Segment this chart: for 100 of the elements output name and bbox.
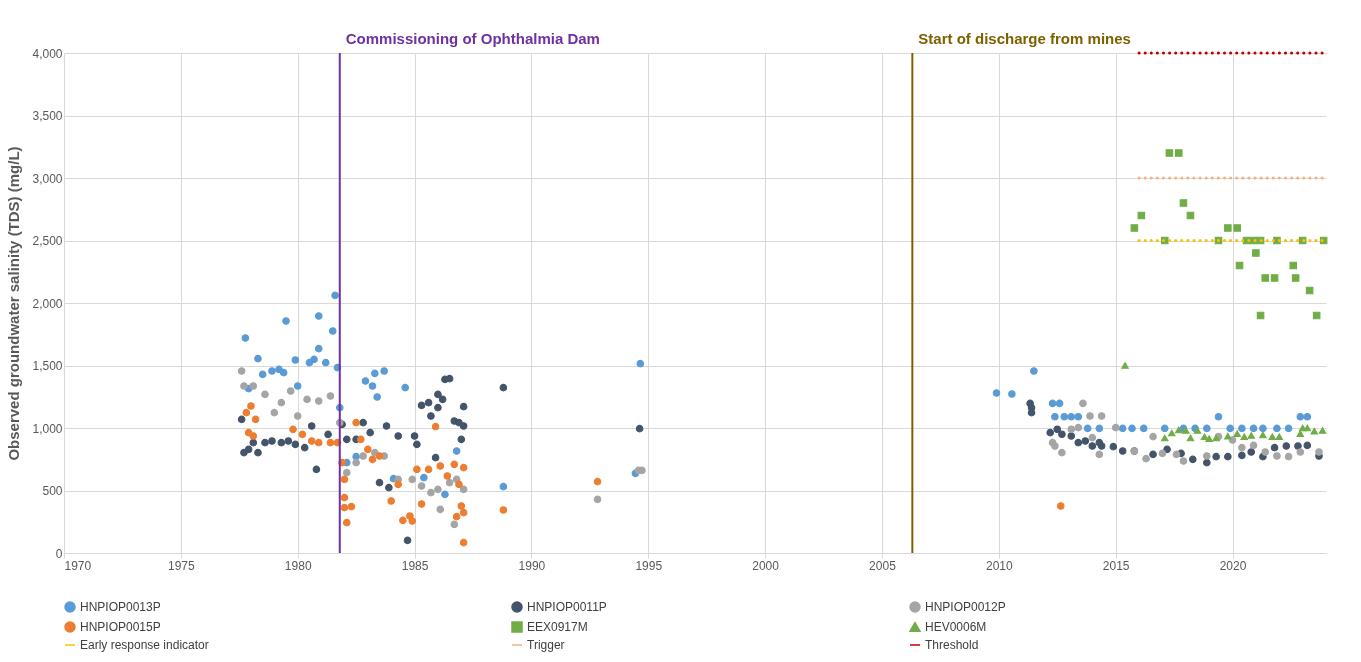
point (326, 438, 335, 447)
point (1224, 432, 1232, 440)
point (406, 512, 414, 520)
point (1121, 362, 1129, 369)
point (1275, 433, 1284, 441)
y-tick-label: 0 (55, 546, 63, 561)
ref-line-label: Start of discharge from mines (918, 30, 1131, 47)
point (1051, 442, 1059, 450)
point (251, 415, 260, 424)
point (1174, 149, 1183, 157)
point (1130, 224, 1139, 232)
y-tick-label: 1,500 (32, 359, 63, 373)
point (1179, 199, 1188, 207)
point (1167, 429, 1176, 437)
point (375, 452, 384, 460)
point (1149, 432, 1157, 441)
point (357, 435, 365, 444)
point (1174, 426, 1183, 434)
point (1088, 433, 1097, 442)
point (1270, 274, 1279, 282)
x-tick-label: 2015 (1102, 558, 1130, 573)
legend-label: HNPIOP0012P (925, 600, 1006, 614)
point (249, 382, 258, 390)
point (499, 506, 508, 514)
legend-label: Trigger (527, 638, 565, 652)
point (1160, 434, 1169, 442)
point (1303, 424, 1312, 432)
y-tick-label: 1,000 (32, 421, 63, 436)
point (314, 397, 323, 405)
x-tick-label: 2010 (985, 558, 1013, 573)
point (261, 390, 269, 399)
point (593, 495, 602, 504)
point (593, 477, 602, 486)
point (277, 398, 286, 407)
legend-label: HEV0006M (925, 620, 987, 634)
point (1074, 423, 1083, 432)
legend-label: HNPIOP0015P (80, 620, 161, 634)
point (247, 402, 255, 410)
point (427, 488, 435, 497)
point (424, 465, 433, 474)
point (1224, 224, 1232, 232)
point (455, 480, 463, 489)
point (1097, 412, 1106, 420)
x-tick-label: 1975 (168, 558, 196, 573)
point (1249, 441, 1258, 450)
point (459, 485, 468, 494)
point (1086, 412, 1094, 420)
point (1291, 274, 1300, 282)
point (1296, 430, 1305, 437)
legend-label: Threshold (925, 638, 979, 652)
x-tick-label: 2005 (869, 558, 897, 573)
point (452, 512, 461, 521)
point (1233, 430, 1241, 437)
point (387, 497, 395, 505)
point (1289, 261, 1298, 270)
point (459, 538, 468, 547)
point (399, 516, 407, 525)
y-tick-label: 500 (42, 484, 63, 498)
point (1259, 431, 1267, 439)
point (340, 503, 349, 512)
point (1186, 434, 1195, 442)
point (1111, 423, 1120, 432)
point (1142, 454, 1150, 463)
point (1252, 249, 1260, 257)
point (1158, 449, 1167, 458)
y-tick-label: 3,000 (32, 171, 63, 186)
y-tick-label: 3,500 (32, 109, 63, 123)
point (1165, 149, 1174, 157)
point (459, 508, 468, 517)
point (303, 395, 311, 404)
point (1268, 433, 1277, 441)
y-tick-label: 2,000 (32, 296, 63, 311)
legend-label: HNPIOP0013P (80, 600, 161, 614)
point (408, 475, 417, 484)
point (457, 502, 466, 510)
point (1238, 443, 1246, 452)
y-axis-title: Observed groundwater salinity (TDS) (mg/L) (5, 146, 23, 461)
point (1179, 457, 1188, 465)
point (314, 438, 323, 447)
legend-label: EEX0917M (527, 620, 588, 634)
point (413, 465, 421, 474)
point (1205, 435, 1213, 442)
point (359, 452, 367, 460)
x-tick-label: 1980 (284, 558, 312, 573)
legend-label: HNPIOP0011P (527, 600, 607, 614)
point (342, 518, 351, 527)
x-tick-label: 2000 (752, 558, 780, 573)
point (1079, 399, 1087, 408)
point (417, 500, 426, 508)
point (293, 412, 302, 420)
point (342, 468, 351, 477)
point (340, 475, 349, 484)
point (307, 437, 316, 445)
point (1296, 448, 1305, 456)
point (364, 445, 372, 454)
point (1273, 452, 1281, 460)
point (368, 455, 377, 464)
point (1312, 311, 1321, 320)
point (249, 432, 258, 440)
point (340, 493, 349, 502)
